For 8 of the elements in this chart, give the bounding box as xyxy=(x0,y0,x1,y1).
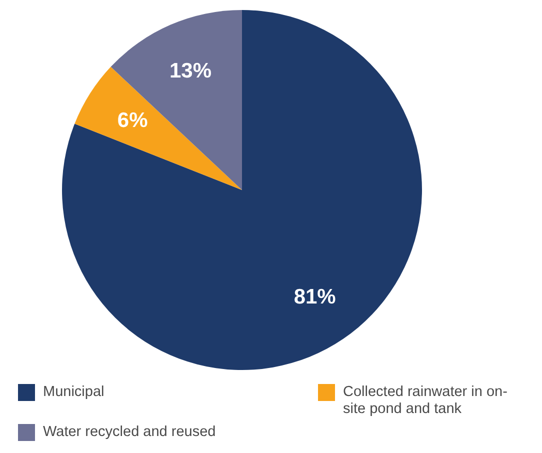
legend-label: Municipal xyxy=(43,384,104,401)
pie-slice xyxy=(62,10,422,370)
legend-label: Water recycled and reused xyxy=(43,424,216,441)
data-label: 6% xyxy=(117,109,148,132)
pie-slice xyxy=(110,10,242,190)
legend-label: Collected rainwater in on-site pond and tank xyxy=(343,384,508,418)
data-label: 13% xyxy=(170,60,212,83)
data-label: 81% xyxy=(294,286,336,309)
